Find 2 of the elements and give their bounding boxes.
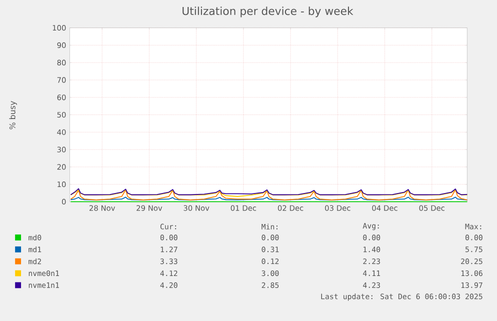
line-series bbox=[70, 189, 468, 200]
chart-title: Utilization per device - by week bbox=[182, 6, 354, 18]
